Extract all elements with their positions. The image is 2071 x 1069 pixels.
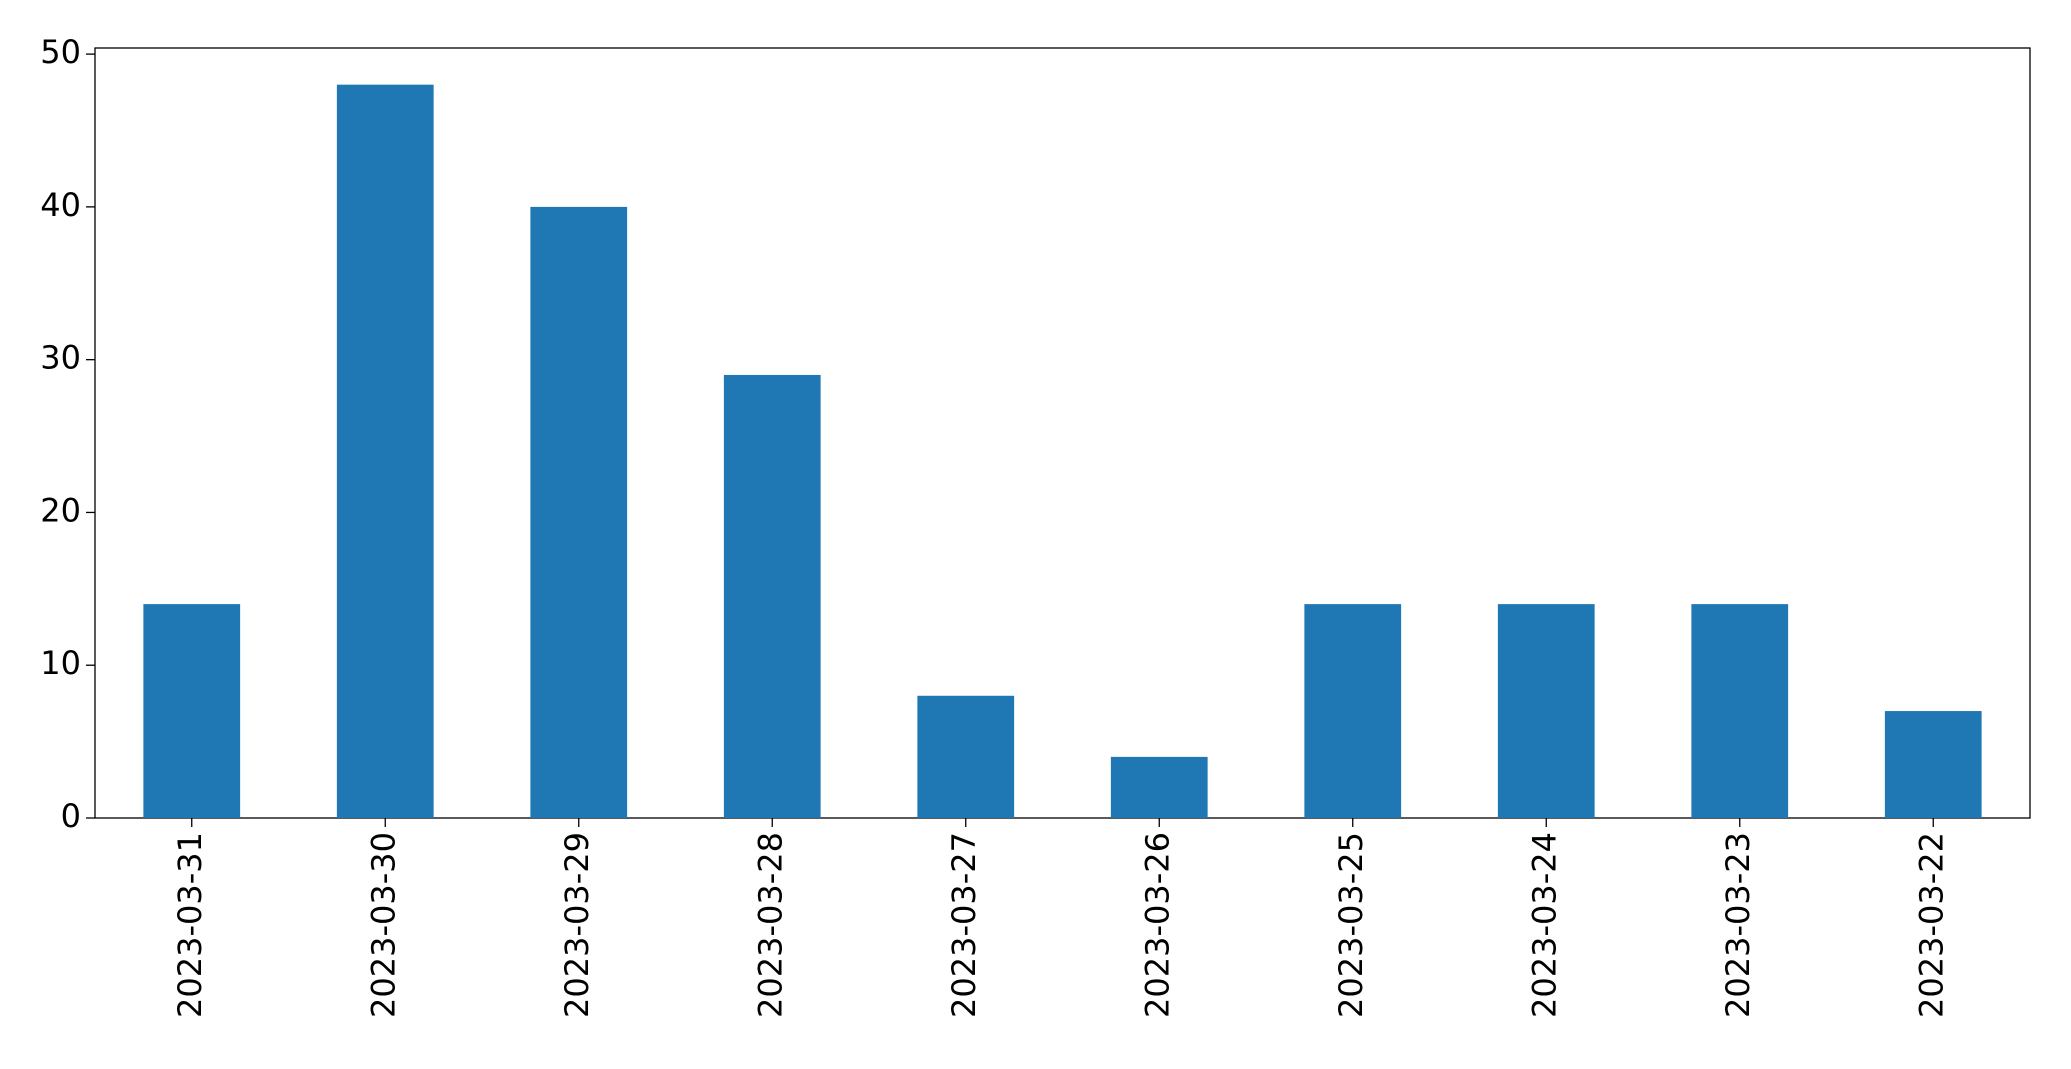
x-tick-label: 2023-03-27 [945,832,983,1018]
bar [530,206,628,818]
x-tick-label: 2023-03-28 [751,832,789,1018]
y-tick-label: 40 [40,186,81,224]
x-tick-label: 2023-03-22 [1912,832,1950,1018]
bar [1691,604,1789,818]
x-tick-label: 2023-03-23 [1719,832,1757,1018]
y-tick-label: 10 [40,644,81,682]
y-tick-label: 0 [61,797,81,835]
x-tick-label: 2023-03-31 [171,832,209,1018]
bar [917,695,1015,818]
x-tick-label: 2023-03-24 [1525,832,1563,1018]
x-tick-label: 2023-03-30 [364,832,402,1018]
y-tick-label: 30 [40,339,81,377]
bar [1884,711,1982,818]
y-tick-label: 20 [40,491,81,529]
bar [1497,604,1595,818]
plot-frame [94,47,2031,819]
x-tick-label: 2023-03-29 [558,832,596,1018]
bar [1110,756,1208,818]
x-tick-label: 2023-03-25 [1332,832,1370,1018]
x-tick-label: 2023-03-26 [1138,832,1176,1018]
bar [1304,604,1402,818]
bar [723,374,821,818]
bar [143,604,241,818]
bar [336,84,434,818]
y-tick-label: 50 [40,33,81,71]
